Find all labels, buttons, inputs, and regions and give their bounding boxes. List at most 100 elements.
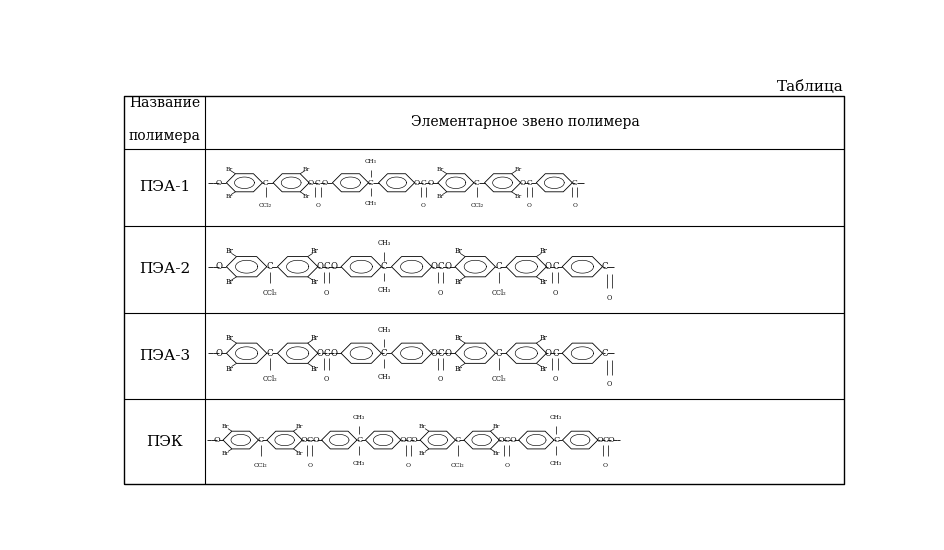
Text: C: C xyxy=(324,262,329,271)
Text: CCl₂: CCl₂ xyxy=(451,463,464,468)
Text: Элементарное звено полимера: Элементарное звено полимера xyxy=(411,115,639,129)
Text: C: C xyxy=(455,436,461,444)
Text: C: C xyxy=(552,262,559,271)
Text: C: C xyxy=(405,436,412,444)
Text: Br: Br xyxy=(222,424,229,429)
Text: ПЭА-1: ПЭА-1 xyxy=(139,180,190,194)
Text: C: C xyxy=(572,179,578,187)
Text: C: C xyxy=(315,179,321,187)
Text: Br: Br xyxy=(540,365,548,372)
Text: CCl₂: CCl₂ xyxy=(254,463,267,468)
Text: CCl₂: CCl₂ xyxy=(262,289,278,296)
Text: CCl₂: CCl₂ xyxy=(491,375,506,383)
Text: Br: Br xyxy=(303,194,311,199)
Text: O: O xyxy=(301,436,308,444)
Text: Br: Br xyxy=(540,278,548,286)
Text: Br: Br xyxy=(454,365,462,372)
Text: O: O xyxy=(316,349,323,358)
Text: Br: Br xyxy=(454,248,462,255)
Text: Br: Br xyxy=(303,167,311,172)
Text: O: O xyxy=(527,204,531,208)
Text: Br: Br xyxy=(493,451,500,456)
Text: Br: Br xyxy=(419,451,427,456)
Text: C: C xyxy=(324,349,329,358)
Text: Br: Br xyxy=(311,278,319,286)
Text: CH₃: CH₃ xyxy=(378,326,391,334)
Text: C: C xyxy=(496,349,502,358)
Text: C: C xyxy=(437,349,444,358)
Text: O: O xyxy=(608,436,615,444)
Text: Br: Br xyxy=(454,278,462,286)
Text: O: O xyxy=(399,436,406,444)
Text: C: C xyxy=(262,179,268,187)
Text: O: O xyxy=(324,289,329,296)
Text: C: C xyxy=(266,349,273,358)
Text: CH₃: CH₃ xyxy=(550,415,563,420)
Text: Br: Br xyxy=(226,278,233,286)
Text: Название

полимера: Название полимера xyxy=(128,96,200,143)
Text: Br: Br xyxy=(437,167,444,172)
Text: O: O xyxy=(406,463,411,468)
Text: Br: Br xyxy=(454,334,462,342)
Text: O: O xyxy=(438,375,444,383)
Text: C: C xyxy=(307,436,312,444)
Text: CCl₂: CCl₂ xyxy=(491,289,506,296)
Text: Br: Br xyxy=(540,334,548,342)
Text: Br: Br xyxy=(493,424,500,429)
Text: O: O xyxy=(316,262,323,271)
Text: C: C xyxy=(266,262,273,271)
Text: C: C xyxy=(437,262,444,271)
Text: O: O xyxy=(545,349,552,358)
Text: O: O xyxy=(330,262,337,271)
Text: O: O xyxy=(215,349,223,358)
Text: C: C xyxy=(380,262,387,271)
Text: ПЭА-3: ПЭА-3 xyxy=(139,349,190,363)
Text: Br: Br xyxy=(226,194,233,199)
Text: Br: Br xyxy=(226,248,233,255)
Text: ПЭК: ПЭК xyxy=(146,434,183,449)
Text: O: O xyxy=(509,436,515,444)
Text: ПЭА-2: ПЭА-2 xyxy=(139,262,190,276)
Text: Br: Br xyxy=(222,451,229,456)
Text: C: C xyxy=(380,349,387,358)
Text: Br: Br xyxy=(226,334,233,342)
Text: CH₃: CH₃ xyxy=(353,460,365,466)
Text: O: O xyxy=(312,436,319,444)
Text: O: O xyxy=(504,463,509,468)
Text: Br: Br xyxy=(226,365,233,372)
Text: CH₃: CH₃ xyxy=(378,239,391,248)
Text: O: O xyxy=(411,436,417,444)
Text: O: O xyxy=(497,436,504,444)
Text: O: O xyxy=(315,204,320,208)
Text: Br: Br xyxy=(311,365,319,372)
Text: O: O xyxy=(307,463,312,468)
Text: C: C xyxy=(474,179,480,187)
Text: O: O xyxy=(597,436,603,444)
Text: Br: Br xyxy=(226,167,233,172)
Text: CH₃: CH₃ xyxy=(378,286,391,294)
Text: Br: Br xyxy=(514,194,521,199)
Text: C: C xyxy=(503,436,510,444)
Text: O: O xyxy=(322,179,328,187)
Text: O: O xyxy=(519,179,526,187)
Text: O: O xyxy=(444,349,451,358)
Text: O: O xyxy=(216,179,222,187)
Text: Br: Br xyxy=(311,334,319,342)
Text: CH₃: CH₃ xyxy=(353,415,365,420)
Text: CCl₂: CCl₂ xyxy=(470,204,483,208)
Text: O: O xyxy=(552,375,558,383)
Text: O: O xyxy=(215,262,223,271)
Text: CH₃: CH₃ xyxy=(365,201,377,206)
Text: O: O xyxy=(438,289,444,296)
Text: CH₃: CH₃ xyxy=(365,160,377,164)
Text: Br: Br xyxy=(514,167,521,172)
Text: O: O xyxy=(330,349,337,358)
Text: CCl₂: CCl₂ xyxy=(259,204,272,208)
Text: C: C xyxy=(553,436,560,444)
Text: O: O xyxy=(552,289,558,296)
Text: O: O xyxy=(607,381,612,388)
Text: O: O xyxy=(430,349,437,358)
Text: O: O xyxy=(602,463,608,468)
Text: C: C xyxy=(258,436,263,444)
Text: C: C xyxy=(496,262,502,271)
